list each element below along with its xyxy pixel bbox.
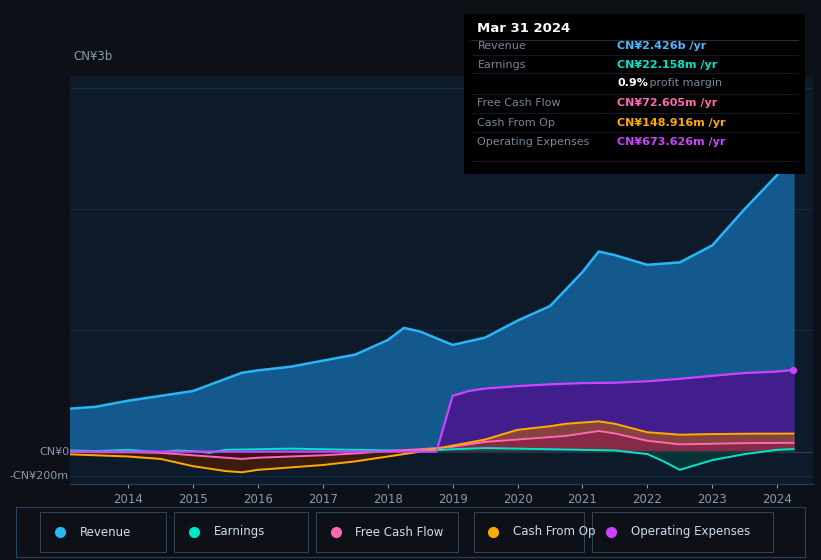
Point [787, 153, 800, 162]
Text: Earnings: Earnings [478, 60, 526, 70]
Text: Free Cash Flow: Free Cash Flow [478, 99, 561, 109]
Text: CN¥3b: CN¥3b [74, 50, 112, 63]
Text: Earnings: Earnings [213, 525, 265, 539]
Text: 0.9%: 0.9% [617, 78, 648, 87]
Text: Mar 31 2024: Mar 31 2024 [478, 22, 571, 35]
Text: CN¥72.605m /yr: CN¥72.605m /yr [617, 99, 718, 109]
Text: CN¥22.158m /yr: CN¥22.158m /yr [617, 60, 718, 70]
Text: Operating Expenses: Operating Expenses [478, 137, 589, 147]
Point [787, 366, 800, 375]
Text: Revenue: Revenue [478, 41, 526, 51]
Text: CN¥0: CN¥0 [39, 447, 69, 456]
Text: CN¥2.426b /yr: CN¥2.426b /yr [617, 41, 706, 51]
Text: CN¥148.916m /yr: CN¥148.916m /yr [617, 118, 726, 128]
Text: Cash From Op: Cash From Op [513, 525, 595, 539]
Text: Free Cash Flow: Free Cash Flow [355, 525, 443, 539]
Text: profit margin: profit margin [646, 78, 722, 87]
Text: Operating Expenses: Operating Expenses [631, 525, 750, 539]
Text: Cash From Op: Cash From Op [478, 118, 555, 128]
Text: -CN¥200m: -CN¥200m [10, 471, 69, 481]
Text: Revenue: Revenue [80, 525, 131, 539]
Text: CN¥673.626m /yr: CN¥673.626m /yr [617, 137, 726, 147]
